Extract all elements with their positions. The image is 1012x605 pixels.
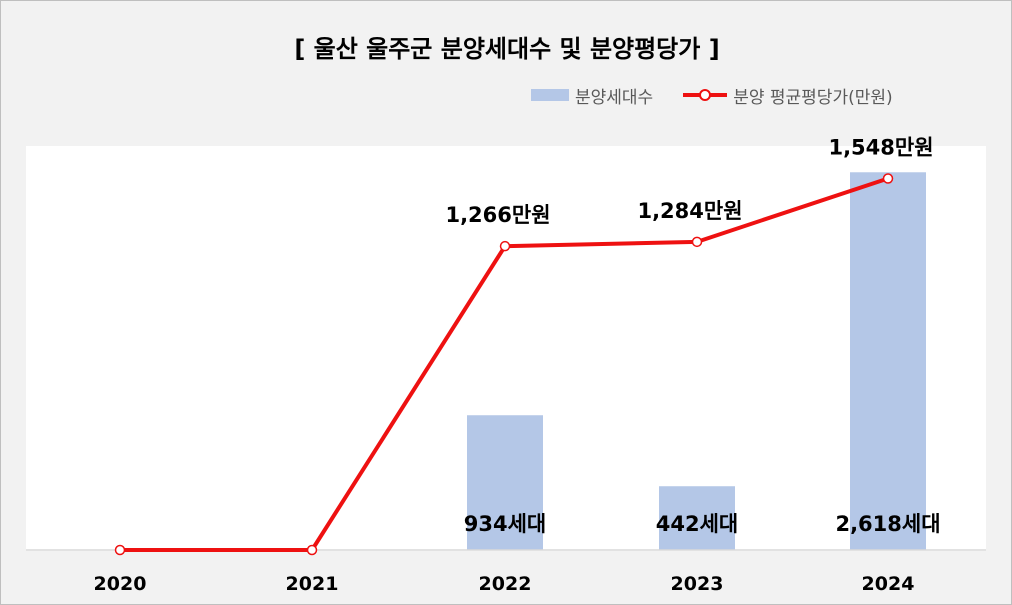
x-tick-2023: 2023: [671, 573, 724, 595]
legend-line-swatch: [683, 89, 728, 101]
x-tick-2024: 2024: [862, 573, 915, 595]
bar-2024: [850, 172, 926, 550]
legend: 분양세대수 분양 평균평당가(만원): [531, 83, 893, 108]
x-tick-2021: 2021: [286, 573, 339, 595]
chart-title: [ 울산 울주군 분양세대수 및 분양평당가 ]: [294, 35, 720, 63]
units-label-2023: 442세대: [656, 512, 738, 536]
price-point-2021: [306, 544, 318, 556]
legend-line-label: 분양 평균평당가(만원): [733, 87, 893, 108]
price-point-2022: [499, 240, 511, 252]
units-label-2022: 934세대: [464, 512, 546, 536]
x-tick-2020: 2020: [94, 573, 147, 595]
price-point-2020: [114, 544, 126, 556]
price-label-2023: 1,284만원: [637, 199, 742, 223]
bar-2023: [659, 486, 735, 550]
price-label-2022: 1,266만원: [445, 203, 550, 227]
legend-bar-swatch: [531, 89, 569, 101]
units-label-2024: 2,618세대: [835, 512, 940, 536]
price-point-2024: [882, 173, 894, 184]
price-point-2023: [691, 236, 703, 248]
bar-2022: [467, 415, 543, 550]
x-tick-2022: 2022: [479, 573, 532, 595]
legend-bar-label: 분양세대수: [575, 87, 654, 108]
price-label-2024: 1,548만원: [828, 135, 933, 159]
